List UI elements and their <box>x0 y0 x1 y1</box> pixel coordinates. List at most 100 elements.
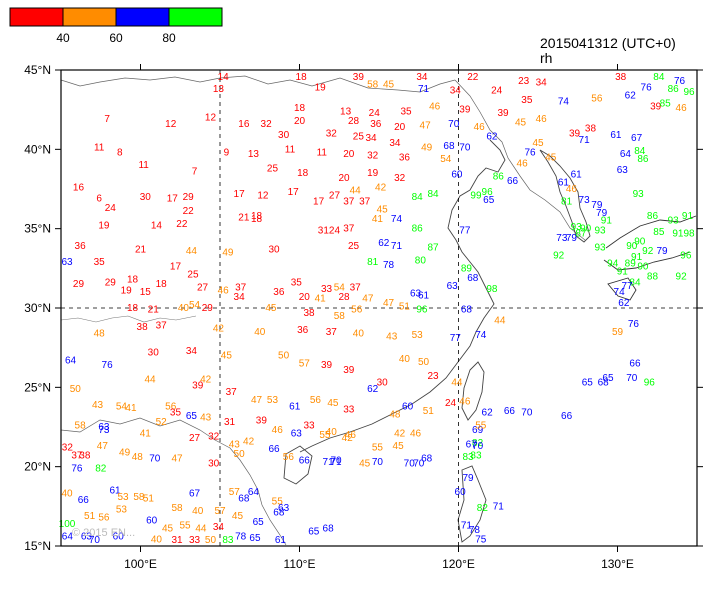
station-value: 50 <box>70 384 82 395</box>
station-value: 52 <box>156 417 168 428</box>
station-value: 31 <box>318 225 330 236</box>
station-value: 57 <box>299 359 311 370</box>
station-value: 37 <box>326 327 338 338</box>
station-value: 62 <box>486 132 498 143</box>
station-value: 71 <box>391 241 403 252</box>
watermark: © 2015 EN... <box>72 527 135 539</box>
station-value: 51 <box>399 301 411 312</box>
station-value: 20 <box>338 173 350 184</box>
station-value: 42 <box>200 374 212 385</box>
station-value: 87 <box>575 228 587 239</box>
station-value: 93 <box>594 243 606 254</box>
station-value: 39 <box>353 72 365 83</box>
station-value: 45 <box>162 524 174 535</box>
station-value: 39 <box>650 101 662 112</box>
station-value: 64 <box>620 149 632 160</box>
station-value: 86 <box>493 171 505 182</box>
station-value: 66 <box>268 444 280 455</box>
station-value: 96 <box>644 378 656 389</box>
station-value: 58 <box>367 79 379 90</box>
station-value: 55 <box>475 420 487 431</box>
station-value: 78 <box>469 525 481 536</box>
station-value: 46 <box>272 425 284 436</box>
station-value: 76 <box>641 82 653 93</box>
station-value: 76 <box>71 463 83 474</box>
station-value: 84 <box>412 192 424 203</box>
station-value: 66 <box>507 176 519 187</box>
station-value: 46 <box>536 114 548 125</box>
station-value: 30 <box>377 378 389 389</box>
station-value: 40 <box>192 506 204 517</box>
station-value: 96 <box>482 187 494 198</box>
station-value: 71 <box>461 520 473 531</box>
station-value: 18 <box>251 214 263 225</box>
station-value: 60 <box>113 531 125 542</box>
station-value: 41 <box>125 403 137 414</box>
station-value: 86 <box>412 224 424 235</box>
station-value: 45 <box>383 79 395 90</box>
station-value: 81 <box>367 257 379 268</box>
station-value: 11 <box>94 143 105 154</box>
station-value: 73 <box>98 425 110 436</box>
station-value: 28 <box>338 292 350 303</box>
station-value: 45 <box>377 205 389 216</box>
y-tick-label: 30°N <box>24 301 51 315</box>
station-value: 17 <box>170 262 182 273</box>
station-value: 33 <box>189 535 201 546</box>
station-value: 47 <box>420 121 432 132</box>
station-value: 45 <box>393 441 405 452</box>
station-value: 35 <box>291 278 303 289</box>
station-value: 46 <box>566 184 578 195</box>
station-value: 65 <box>582 378 594 389</box>
station-value: 12 <box>165 119 177 130</box>
station-value: 33 <box>321 284 333 295</box>
station-value: 56 <box>165 401 177 412</box>
station-value: 78 <box>235 531 247 542</box>
station-value: 55 <box>272 497 284 508</box>
station-value: 29 <box>105 278 117 289</box>
station-value: 83 <box>470 451 482 462</box>
station-value: 18 <box>297 168 309 179</box>
station-value: 37 <box>235 282 247 293</box>
station-value: 90 <box>637 262 649 273</box>
station-value: 34 <box>365 133 377 144</box>
station-value: 20 <box>394 122 406 133</box>
station-value: 55 <box>372 443 384 454</box>
y-tick-label: 40°N <box>24 142 51 156</box>
station-value: 34 <box>416 72 428 83</box>
station-value: 38 <box>79 451 91 462</box>
station-value: 60 <box>455 487 467 498</box>
station-value: 36 <box>75 241 87 252</box>
station-value: 24 <box>105 203 117 214</box>
station-value: 43 <box>92 400 104 411</box>
station-value: 35 <box>521 95 533 106</box>
station-value: 68 <box>421 454 433 465</box>
station-value: 45 <box>265 303 277 314</box>
station-value: 45 <box>515 117 527 128</box>
station-value: 27 <box>197 282 209 293</box>
station-value: 13 <box>340 106 352 117</box>
station-value: 94 <box>607 259 619 270</box>
station-value: 45 <box>232 511 244 522</box>
station-value: 37 <box>226 387 238 398</box>
station-value: 86 <box>647 211 659 222</box>
station-value: 18 <box>127 303 139 314</box>
station-value: 85 <box>653 227 665 238</box>
variable-label: rh <box>540 50 552 66</box>
station-value: 38 <box>303 308 315 319</box>
station-value: 90 <box>626 241 638 252</box>
station-value: 24 <box>445 398 457 409</box>
station-value: 13 <box>213 84 225 95</box>
station-value: 30 <box>278 130 290 141</box>
station-value: 46 <box>345 430 357 441</box>
station-value: 65 <box>308 527 320 538</box>
station-value: 100 <box>59 519 76 530</box>
station-value: 11 <box>285 144 296 155</box>
station-value: 34 <box>536 78 548 89</box>
station-value: 61 <box>289 401 301 412</box>
station-value: 24 <box>369 108 381 119</box>
station-value: 51 <box>423 406 435 417</box>
station-value: 58 <box>172 503 184 514</box>
station-value: 11 <box>138 160 149 171</box>
station-value: 28 <box>348 116 360 127</box>
